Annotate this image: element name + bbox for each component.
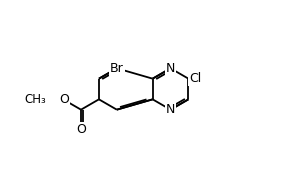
Text: Br: Br	[110, 62, 124, 75]
Text: N: N	[166, 103, 175, 116]
Text: N: N	[166, 62, 175, 75]
Text: O: O	[59, 93, 69, 106]
Text: O: O	[76, 123, 86, 136]
Text: CH₃: CH₃	[24, 93, 46, 106]
Text: Cl: Cl	[189, 72, 201, 85]
